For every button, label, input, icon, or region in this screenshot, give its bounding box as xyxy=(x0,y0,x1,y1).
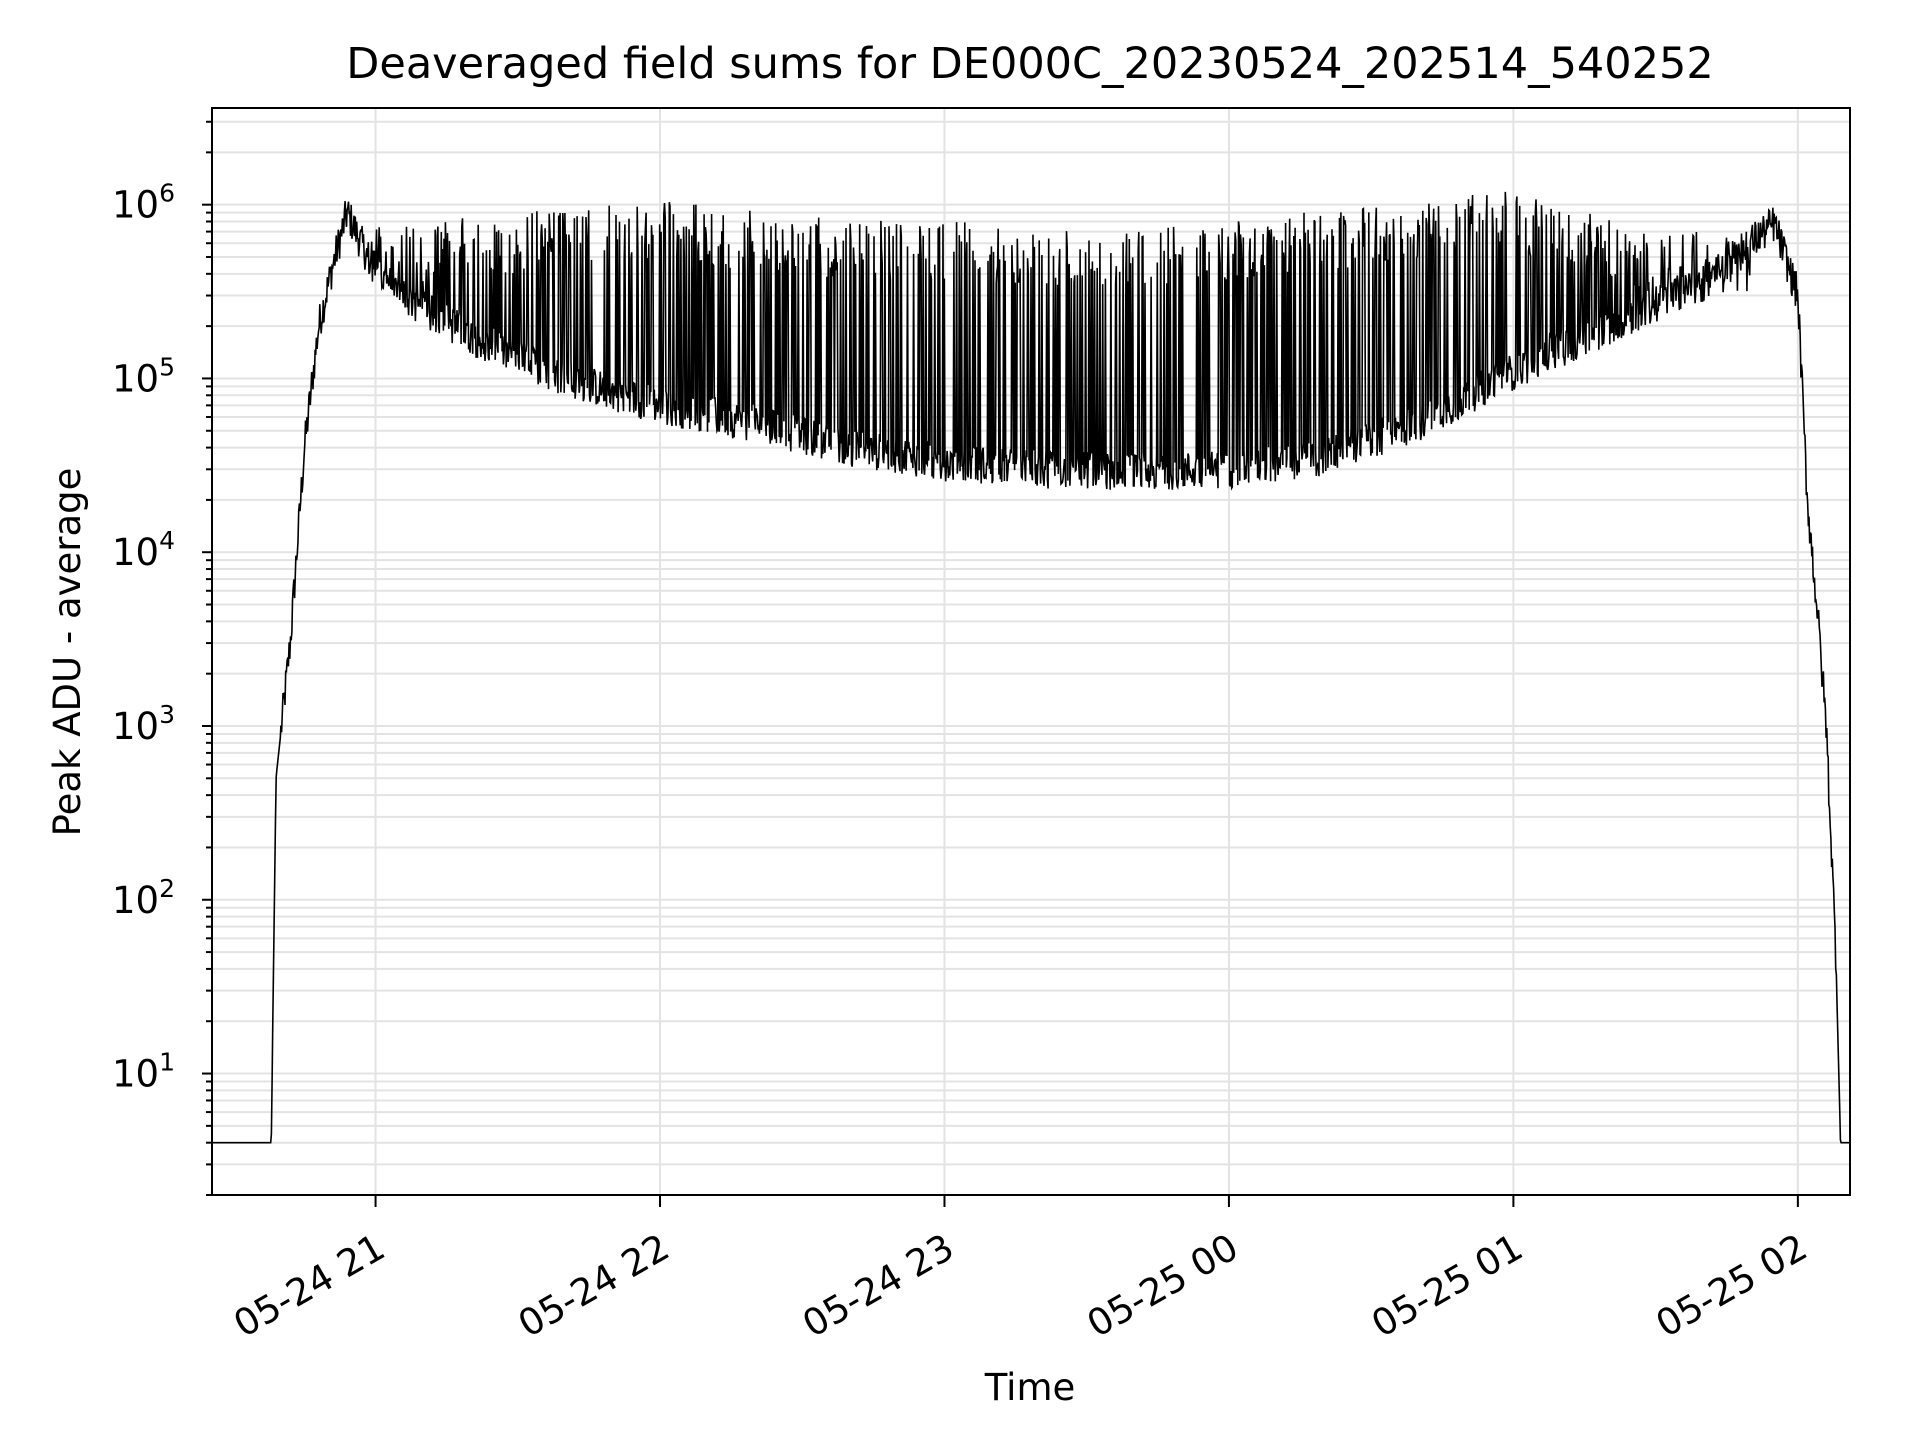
y-tick-label: 101 xyxy=(112,1048,175,1096)
y-tick-label: 106 xyxy=(112,179,175,227)
x-tick-label: 05-25 00 xyxy=(1080,1226,1246,1346)
plot-frame xyxy=(211,107,1851,1196)
x-tick-label: 05-25 01 xyxy=(1364,1226,1530,1346)
x-tick-label: 05-24 22 xyxy=(511,1226,677,1346)
y-tick-label: 103 xyxy=(112,700,175,748)
x-axis-label: Time xyxy=(984,1366,1076,1409)
y-tick-label: 105 xyxy=(112,352,175,400)
y-tick-label: 104 xyxy=(112,526,175,574)
grid xyxy=(212,108,1850,1196)
x-tick-label: 05-24 23 xyxy=(795,1226,961,1346)
y-axis-label: Peak ADU - average xyxy=(46,468,89,837)
series-line xyxy=(212,191,1850,1144)
y-axis: 101 102 103 104 105 106 xyxy=(112,120,212,1196)
x-tick-label: 05-24 21 xyxy=(226,1226,392,1346)
x-axis: 05-24 21 05-24 22 05-24 23 05-25 00 05-25 01… xyxy=(226,1195,1814,1346)
y-tick-label: 102 xyxy=(112,874,175,922)
chart-title: Deaveraged field sums for DE000C_2023052… xyxy=(346,39,1713,89)
x-tick-label: 05-25 02 xyxy=(1649,1226,1815,1346)
